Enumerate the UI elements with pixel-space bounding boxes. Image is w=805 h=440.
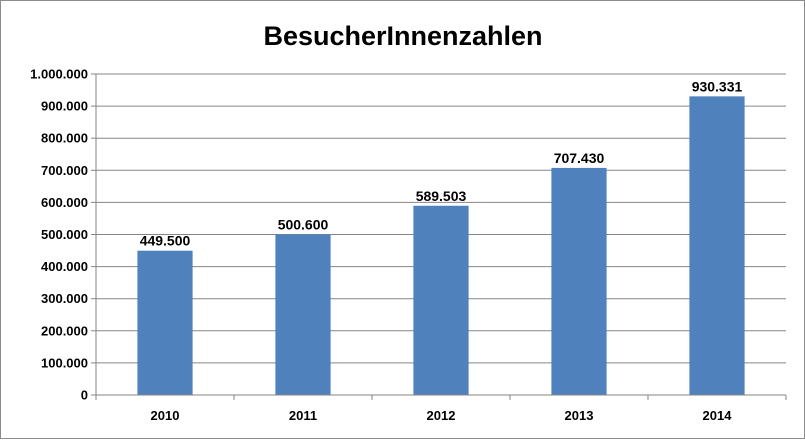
x-axis-ticks: 2010 2011 2012 2013 2014 <box>95 395 787 423</box>
x-tick-label: 2010 <box>151 408 180 423</box>
data-labels: 449.500 500.600 589.503 707.430 930.331 <box>140 78 743 248</box>
x-tick-label: 2011 <box>289 408 317 423</box>
y-tick-label: 0 <box>81 388 88 403</box>
y-tick-label: 300.000 <box>41 291 88 306</box>
y-tick-label: 500.000 <box>41 227 88 242</box>
y-tick-label: 100.000 <box>41 355 88 370</box>
y-tick-label: 600.000 <box>41 195 88 210</box>
y-tick-label: 900.000 <box>41 99 88 114</box>
bar-2014 <box>689 96 745 396</box>
x-tick-label: 2014 <box>703 408 733 423</box>
x-tick-label: 2013 <box>565 408 594 423</box>
chart-title: BesucherInnenzahlen <box>263 21 542 51</box>
data-label-2012: 589.503 <box>416 188 467 204</box>
bars <box>137 96 745 396</box>
y-tick-label: 200.000 <box>41 323 88 338</box>
data-label-2013: 707.430 <box>554 150 605 166</box>
data-label-2011: 500.600 <box>278 216 329 232</box>
bar-2011 <box>275 234 331 395</box>
y-axis-ticks: 0 100.000 200.000 300.000 400.000 500.000 600.… <box>30 67 96 403</box>
bar-2013 <box>551 167 607 395</box>
y-tick-label: 1.000.000 <box>30 67 88 82</box>
bar-2012 <box>413 205 469 395</box>
data-label-2010: 449.500 <box>140 233 191 249</box>
x-tick-label: 2012 <box>427 408 456 423</box>
y-tick-label: 800.000 <box>41 131 88 146</box>
bar-2010 <box>137 250 193 395</box>
y-tick-label: 400.000 <box>41 259 88 274</box>
axes <box>95 74 786 396</box>
data-label-2014: 930.331 <box>692 78 743 94</box>
y-tick-label: 700.000 <box>41 163 88 178</box>
